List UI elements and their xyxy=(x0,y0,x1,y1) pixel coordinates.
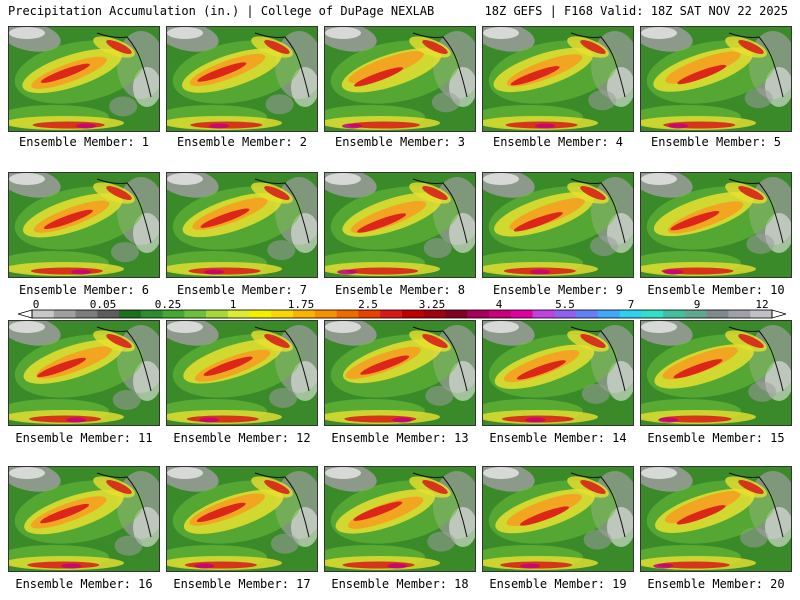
colorbar-tick-label: 3.25 xyxy=(418,298,446,311)
colorbar-segment xyxy=(53,310,77,318)
ensemble-member-caption: Ensemble Member: 15 xyxy=(647,431,785,445)
colorbar-segment xyxy=(97,310,120,318)
ensemble-member-caption: Ensemble Member: 9 xyxy=(492,283,624,297)
ensemble-member-map xyxy=(166,26,318,132)
colorbar-segment xyxy=(119,310,142,318)
ensemble-member-caption: Ensemble Member: 8 xyxy=(334,283,466,297)
colorbar-tick-label: 12 xyxy=(755,298,769,311)
ensemble-member-map xyxy=(8,172,160,278)
colorbar-segment xyxy=(576,310,599,318)
colorbar-tick-label: 5.5 xyxy=(555,298,575,311)
ensemble-member-map xyxy=(8,26,160,132)
ensemble-member-map xyxy=(482,172,634,278)
colorbar-segment xyxy=(706,310,729,318)
ensemble-member-map xyxy=(8,320,160,426)
colorbar-segment xyxy=(619,310,642,318)
colorbar-segment xyxy=(510,310,534,318)
colorbar-segment xyxy=(663,310,686,318)
chart-title: Precipitation Accumulation (in.) | Colle… xyxy=(8,4,435,18)
ensemble-member-map xyxy=(640,466,792,572)
ensemble-member-caption: Ensemble Member: 12 xyxy=(173,431,311,445)
colorbar-segment xyxy=(358,310,381,318)
ensemble-member-map xyxy=(640,26,792,132)
ensemble-member-map xyxy=(166,320,318,426)
colorbar-segment xyxy=(140,310,164,318)
colorbar-segment xyxy=(206,310,229,318)
colorbar-segment xyxy=(445,310,468,318)
colorbar-tick-label: 7 xyxy=(627,298,635,311)
colorbar-segment xyxy=(402,310,425,318)
ensemble-member-map xyxy=(324,172,476,278)
ensemble-member-caption: Ensemble Member: 19 xyxy=(489,577,627,591)
ensemble-member-caption: Ensemble Member: 10 xyxy=(647,283,785,297)
ensemble-member-caption: Ensemble Member: 3 xyxy=(334,135,466,149)
ensemble-member-map xyxy=(640,172,792,278)
ensemble-member-caption: Ensemble Member: 17 xyxy=(173,577,311,591)
ensemble-member-map xyxy=(324,26,476,132)
colorbar-segment xyxy=(184,310,207,318)
colorbar-segment xyxy=(728,310,751,318)
ensemble-member-map xyxy=(640,320,792,426)
colorbar-segment xyxy=(336,310,359,318)
ensemble-member-map xyxy=(166,466,318,572)
ensemble-member-map xyxy=(482,466,634,572)
colorbar-segment xyxy=(423,310,447,318)
ensemble-member-caption: Ensemble Member: 7 xyxy=(176,283,308,297)
ensemble-member-caption: Ensemble Member: 20 xyxy=(647,577,785,591)
colorbar-labels: 0 0.05 0.25 1 1.75 2.5 3.25 4 5.5 7 9 12 xyxy=(0,298,800,311)
colorbar-tick-label: 0.05 xyxy=(89,298,117,311)
colorbar-segment xyxy=(227,310,251,318)
colorbar-tick-label: 0.25 xyxy=(154,298,182,311)
ensemble-member-map xyxy=(482,26,634,132)
colorbar-segment xyxy=(271,310,294,318)
colorbar-segment xyxy=(489,310,512,318)
ensemble-member-caption: Ensemble Member: 2 xyxy=(176,135,308,149)
ensemble-member-caption: Ensemble Member: 13 xyxy=(331,431,469,445)
colorbar-segment xyxy=(597,310,621,318)
ensemble-member-map xyxy=(324,320,476,426)
colorbar-segment xyxy=(162,310,185,318)
colorbar-segment xyxy=(532,310,555,318)
colorbar-tick-label: 2.5 xyxy=(358,298,378,311)
ensemble-member-caption: Ensemble Member: 5 xyxy=(650,135,782,149)
colorbar-segment xyxy=(249,310,272,318)
colorbar-segment xyxy=(467,310,490,318)
colorbar-tick-label: 1.75 xyxy=(287,298,315,311)
colorbar-segment xyxy=(32,310,55,318)
ensemble-member-caption: Ensemble Member: 11 xyxy=(15,431,153,445)
ensemble-member-map xyxy=(482,320,634,426)
ensemble-member-caption: Ensemble Member: 16 xyxy=(15,577,153,591)
colorbar-tick-label: 4 xyxy=(495,298,503,311)
colorbar-segment xyxy=(554,310,577,318)
valid-time-label: 18Z GEFS | F168 Valid: 18Z SAT NOV 22 20… xyxy=(484,4,788,18)
ensemble-member-map xyxy=(166,172,318,278)
ensemble-member-map xyxy=(8,466,160,572)
ensemble-member-caption: Ensemble Member: 6 xyxy=(18,283,150,297)
colorbar-segment xyxy=(641,310,664,318)
colorbar-segment xyxy=(75,310,98,318)
ensemble-member-map xyxy=(324,466,476,572)
colorbar-segment xyxy=(684,310,708,318)
ensemble-member-caption: Ensemble Member: 14 xyxy=(489,431,627,445)
colorbar-max-arrow xyxy=(771,309,786,319)
colorbar-tick-label: 0 xyxy=(32,298,40,311)
colorbar-segment xyxy=(750,310,773,318)
ensemble-member-caption: Ensemble Member: 1 xyxy=(18,135,150,149)
ensemble-member-caption: Ensemble Member: 4 xyxy=(492,135,624,149)
colorbar-segment xyxy=(314,310,338,318)
ensemble-member-caption: Ensemble Member: 18 xyxy=(331,577,469,591)
colorbar-segment xyxy=(380,310,403,318)
colorbar-segment xyxy=(293,310,316,318)
colorbar-tick-label: 1 xyxy=(229,298,237,311)
precipitation-colorbar xyxy=(18,309,786,319)
colorbar-tick-label: 9 xyxy=(693,298,701,311)
colorbar-min-arrow xyxy=(18,309,33,319)
